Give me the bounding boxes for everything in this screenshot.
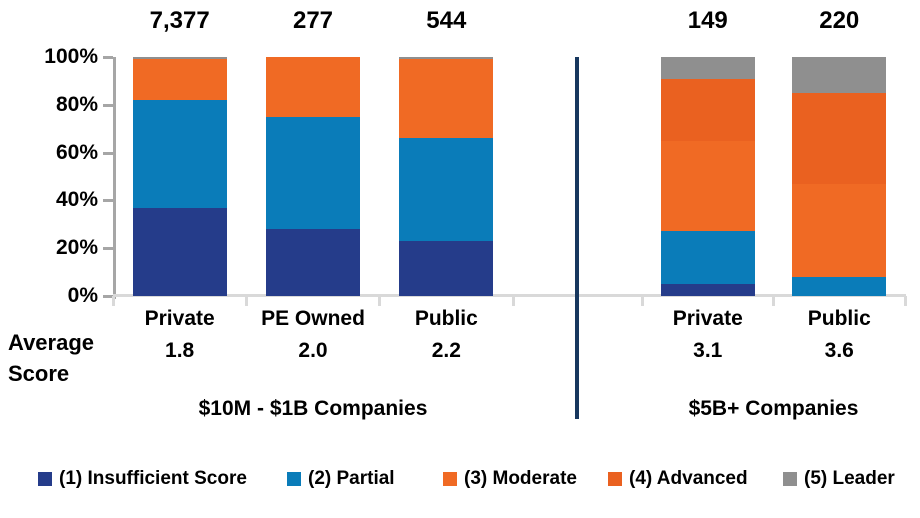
- legend-item-insufficient: (1) Insufficient Score: [38, 466, 247, 492]
- category-label: Public: [414, 307, 478, 330]
- x-axis-tick: [772, 296, 775, 306]
- y-axis-tick-label: 40%: [55, 188, 98, 212]
- average-score-value: 3.1: [693, 339, 723, 362]
- bar-segment-moderate: [266, 57, 360, 117]
- legend-item-advanced: (4) Advanced: [608, 466, 748, 492]
- legend-swatch-moderate-icon: [443, 472, 457, 486]
- average-score-value: 3.6: [824, 339, 854, 362]
- bar-segment-leader: [792, 57, 887, 93]
- average-score-label: Average Score: [8, 327, 94, 389]
- bar-segment-partial: [132, 100, 227, 208]
- legend-label: (3) Moderate: [464, 468, 577, 489]
- stacked-bar-private: [660, 57, 755, 296]
- group-divider-line: [575, 57, 579, 419]
- bar-segment-moderate: [660, 140, 755, 232]
- bar-segment-insufficient: [266, 229, 360, 296]
- y-axis-tick-label: 20%: [55, 236, 98, 260]
- bar-count: 220: [819, 7, 860, 34]
- y-axis-tick: [103, 56, 113, 59]
- category-label: Private: [672, 307, 743, 330]
- bar-segment-partial: [792, 276, 887, 296]
- bar-count: 277: [292, 7, 334, 34]
- bar-count: 544: [426, 7, 467, 34]
- bar-segment-partial: [266, 116, 360, 230]
- bar-segment-moderate: [132, 59, 227, 101]
- stacked-bar-public: [399, 57, 494, 296]
- legend-item-leader: (5) Leader: [783, 466, 895, 492]
- x-axis-tick: [640, 296, 644, 306]
- y-axis-tick: [103, 199, 113, 203]
- bar-count: 149: [687, 7, 728, 34]
- x-axis-tick: [244, 296, 248, 306]
- average-score-label-line1: Average: [8, 330, 95, 355]
- legend-label: (5) Leader: [804, 468, 895, 489]
- stacked-bar-private: [132, 57, 227, 296]
- x-axis-tick: [511, 296, 515, 306]
- legend-swatch-advanced-icon: [608, 472, 622, 486]
- average-score-value: 2.2: [431, 339, 461, 362]
- category-label: Private: [144, 307, 215, 330]
- category-label: Public: [807, 307, 871, 330]
- group-label: $10M - $1B Companies: [198, 397, 428, 420]
- bar-segment-leader: [660, 57, 755, 79]
- x-axis-tick: [903, 296, 907, 306]
- y-axis-tick: [103, 103, 113, 107]
- category-label: PE Owned: [261, 307, 365, 330]
- bar-segment-partial: [660, 231, 755, 285]
- bar-segment-moderate: [399, 59, 494, 139]
- stacked-bar-pe-owned: [266, 57, 360, 296]
- stacked-bar-public: [792, 57, 887, 296]
- bar-segment-moderate: [792, 183, 887, 277]
- bar-count: 7,377: [149, 7, 210, 34]
- bar-segment-leader: [399, 57, 494, 60]
- bar-segment-insufficient: [399, 241, 494, 296]
- y-axis-line: [113, 57, 116, 299]
- legend-item-partial: (2) Partial: [287, 466, 395, 492]
- bar-segment-partial: [399, 138, 494, 242]
- bar-segment-insufficient: [660, 284, 755, 296]
- x-axis-tick: [378, 296, 382, 306]
- average-score-value: 1.8: [165, 339, 195, 362]
- bar-segment-advanced: [660, 78, 755, 141]
- y-axis-tick: [103, 151, 113, 155]
- y-axis-tick-label: 100%: [44, 45, 98, 68]
- legend-swatch-insufficient-icon: [38, 472, 52, 486]
- x-axis-tick: [111, 296, 115, 306]
- y-axis-tick-label: 0%: [67, 284, 98, 307]
- bar-segment-advanced: [792, 92, 887, 184]
- legend-swatch-leader-icon: [783, 472, 797, 486]
- average-score-label-line2: Score: [8, 361, 70, 386]
- y-axis-tick-label: 60%: [55, 140, 98, 164]
- bar-segment-leader: [132, 57, 227, 60]
- x-axis-line: [113, 294, 906, 297]
- y-axis-tick-label: 80%: [55, 92, 98, 116]
- bar-segment-insufficient: [132, 207, 227, 296]
- group-label: $5B+ Companies: [688, 397, 859, 420]
- average-score-value: 2.0: [298, 339, 328, 362]
- legend-item-moderate: (3) Moderate: [443, 466, 577, 492]
- legend-swatch-partial-icon: [287, 472, 301, 486]
- legend-label: (1) Insufficient Score: [59, 468, 247, 489]
- y-axis-tick: [103, 247, 113, 251]
- legend-label: (4) Advanced: [629, 468, 748, 489]
- legend-label: (2) Partial: [308, 468, 395, 489]
- y-axis-tick: [103, 295, 113, 298]
